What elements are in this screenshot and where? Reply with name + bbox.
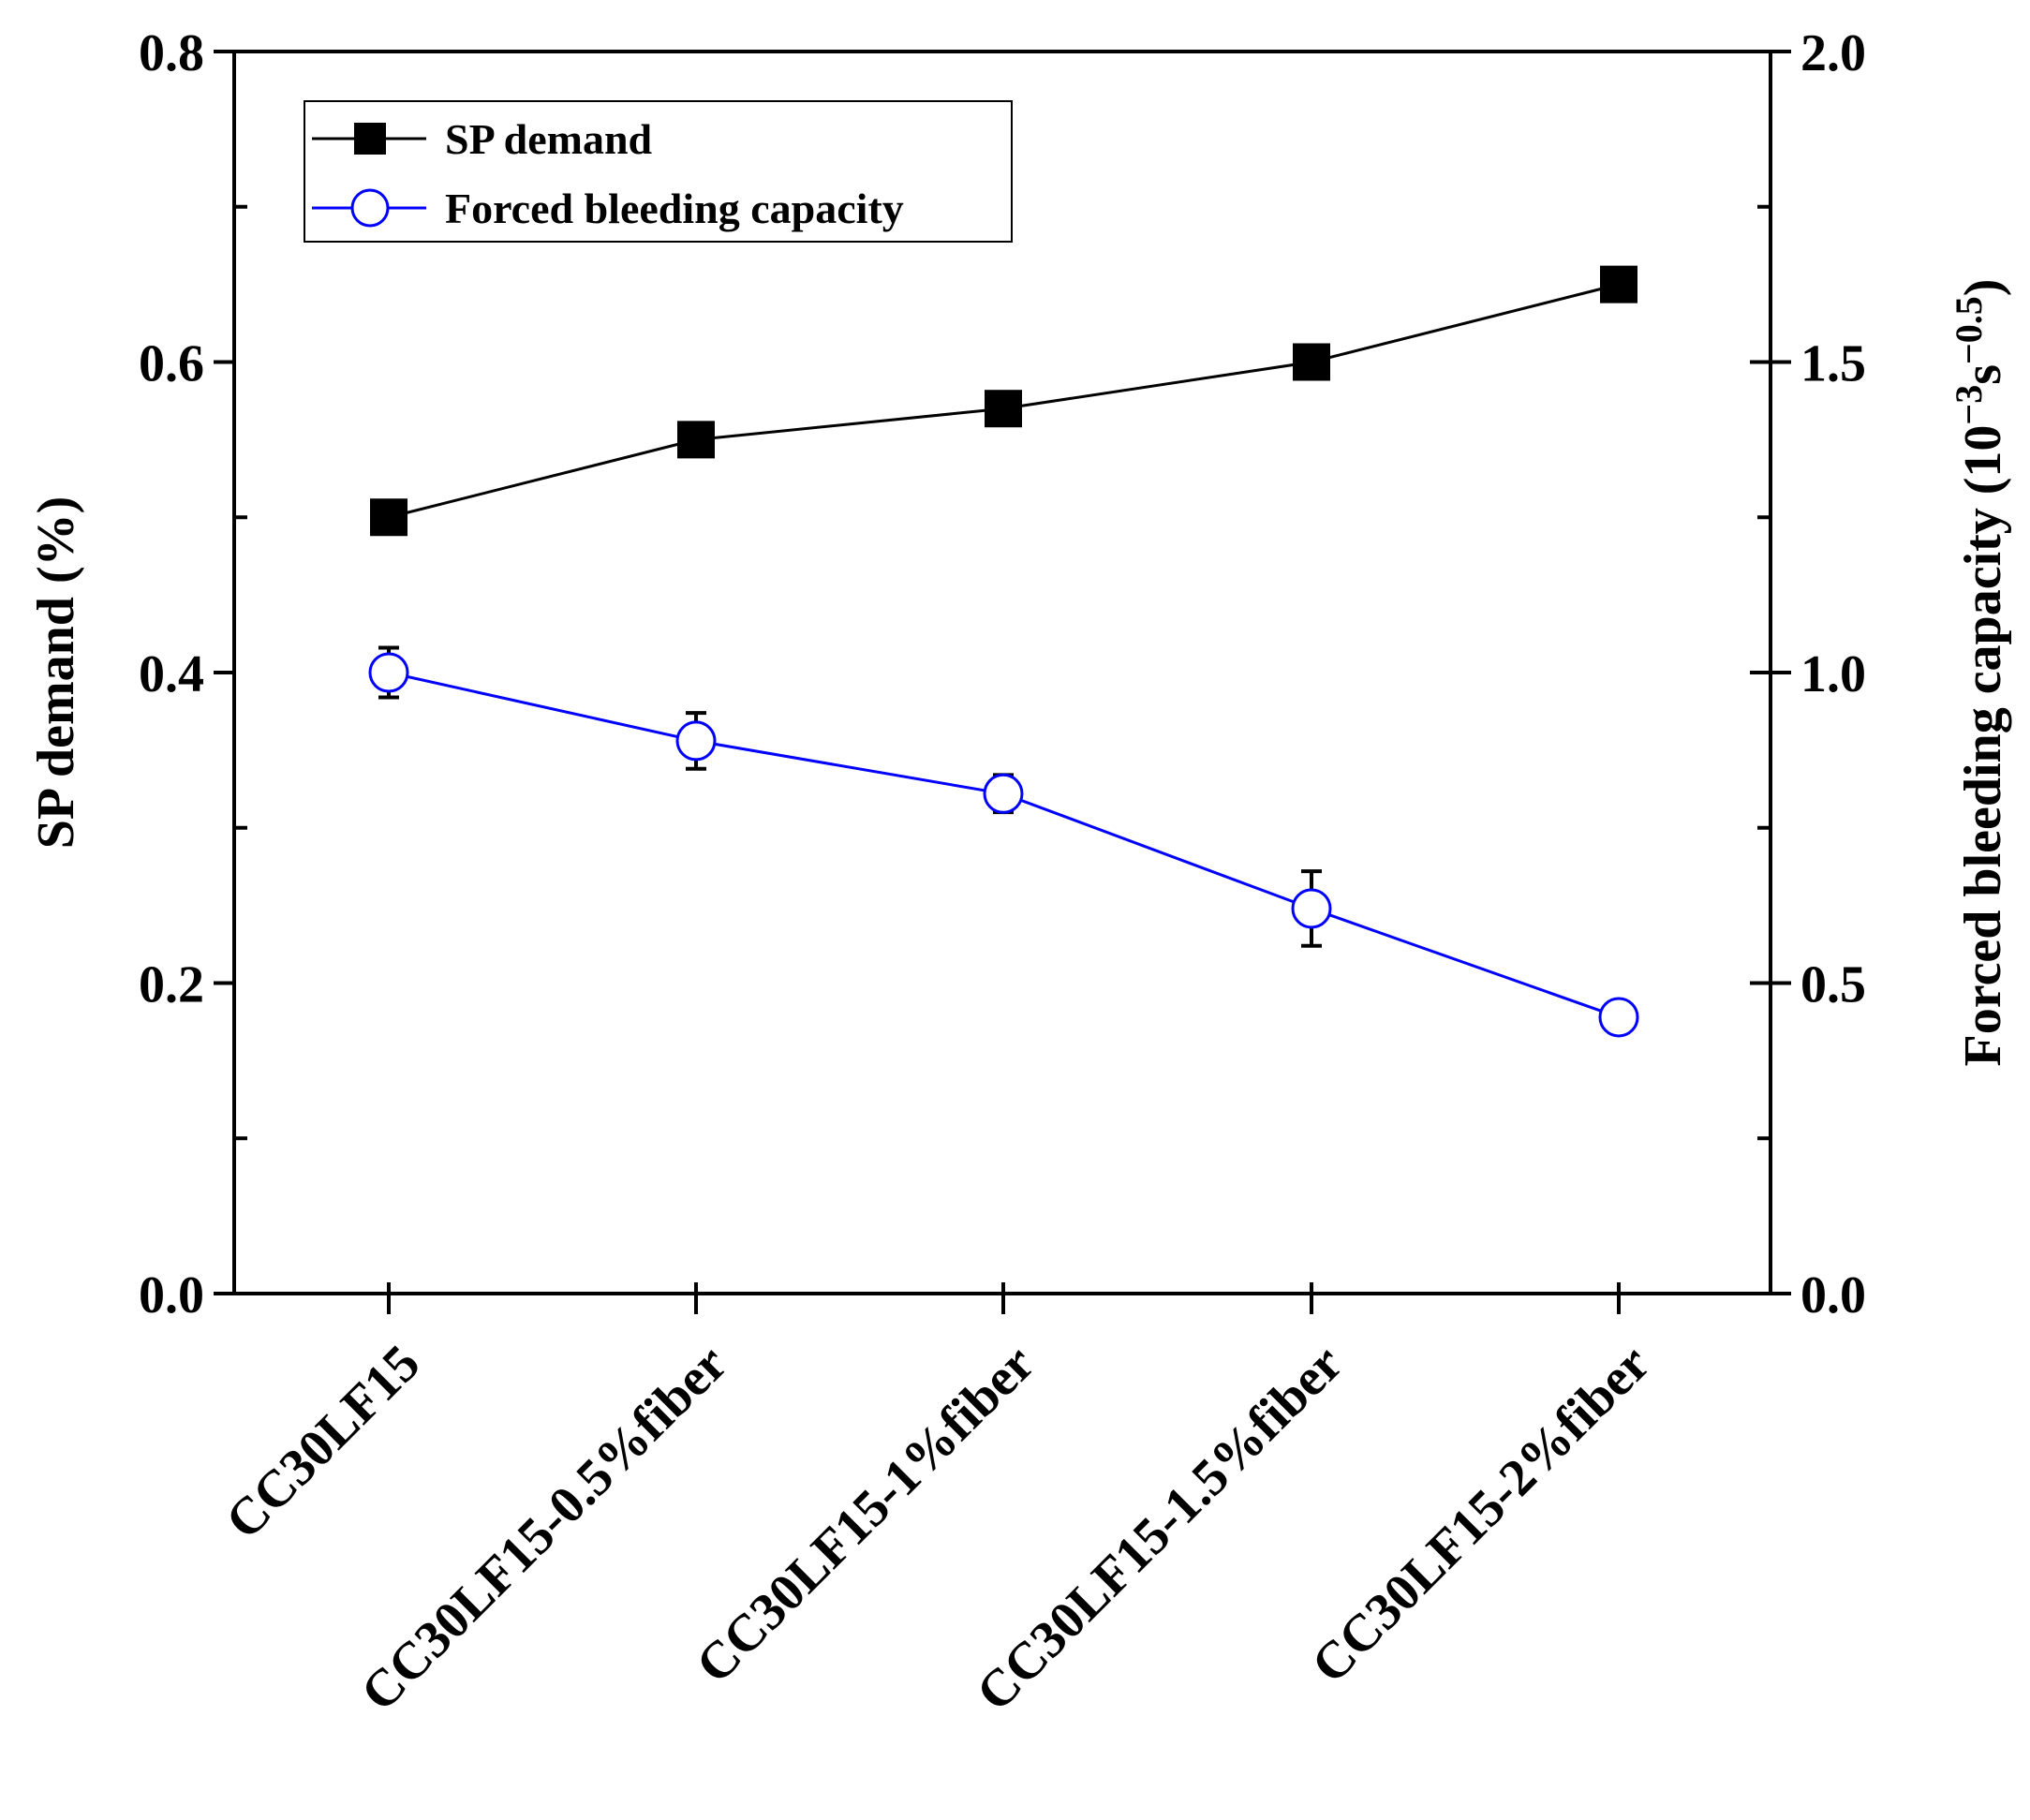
left-axis-title: SP demand (%) xyxy=(27,496,85,850)
left-tick-label: 0.2 xyxy=(139,956,204,1014)
right-tick-label: 1.0 xyxy=(1800,645,1866,703)
left-tick-label: 0.0 xyxy=(139,1266,204,1324)
bleeding-point xyxy=(1291,888,1332,929)
right-tick-label: 1.5 xyxy=(1800,335,1866,393)
sp-demand-point xyxy=(1293,343,1330,381)
series-layer xyxy=(368,265,1639,1038)
x-tick-label: CC30LF15-2%fiber xyxy=(1300,1334,1661,1694)
right-axis-title-unit: s xyxy=(1954,364,2012,385)
bleeding-point xyxy=(983,773,1024,814)
right-tick-label: 2.0 xyxy=(1800,24,1866,82)
legend-marker-sp-demand xyxy=(354,123,386,155)
right-tick-label: 0.0 xyxy=(1800,1266,1866,1324)
left-axis-ticks: 0.0 0.2 0.4 0.6 0.8 xyxy=(139,24,247,1324)
legend-label-bleeding: Forced bleeding capacity xyxy=(445,185,904,232)
right-axis-title-main: Forced bleeding capacity (10 xyxy=(1954,425,2012,1067)
x-axis-ticks: CC30LF15CC30LF15-0.5%fiberCC30LF15-1%fib… xyxy=(215,1282,1661,1723)
legend-box xyxy=(304,100,1013,243)
left-tick-label: 0.6 xyxy=(139,335,204,393)
sp-demand-point xyxy=(370,498,407,537)
x-tick-label: CC30LF15-1%fiber xyxy=(685,1334,1045,1694)
left-tick-label: 0.4 xyxy=(139,645,204,703)
legend: SP demand Forced bleeding capacity xyxy=(304,100,1013,243)
right-axis-title-end: ) xyxy=(1954,279,2012,297)
left-tick-label: 0.8 xyxy=(139,24,204,82)
bleeding-point xyxy=(1598,997,1639,1038)
x-tick-label: CC30LF15 xyxy=(215,1334,431,1550)
sp-demand-point xyxy=(985,390,1022,428)
legend-label-sp-demand: SP demand xyxy=(445,115,653,163)
right-axis-title: Forced bleeding capacity (10−3s−0.5) xyxy=(1948,279,2012,1067)
legend-marker-bleeding xyxy=(350,188,390,228)
series-line-bleeding xyxy=(388,671,1620,1019)
sp-demand-point xyxy=(677,421,715,459)
right-tick-label: 0.5 xyxy=(1800,956,1866,1014)
bleeding-point xyxy=(675,720,717,762)
right-axis-title-exp2: −0.5 xyxy=(1948,296,1990,364)
bleeding-point xyxy=(368,652,409,693)
sp-demand-point xyxy=(1600,265,1637,303)
right-axis-ticks: 0.0 0.5 1.0 1.5 2.0 xyxy=(1750,24,1866,1324)
right-axis-title-exp1: −3 xyxy=(1948,385,1990,425)
